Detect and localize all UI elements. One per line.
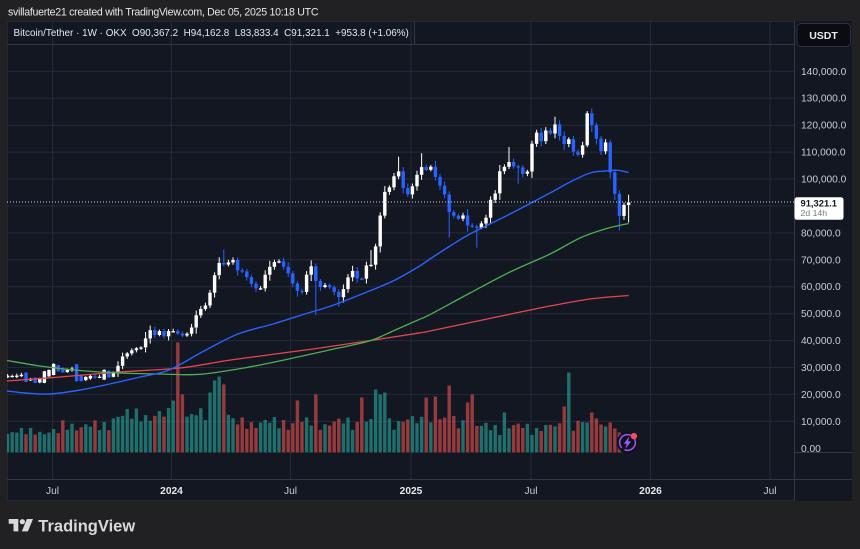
- svg-text:10,000.0: 10,000.0: [801, 417, 841, 428]
- svg-text:2025: 2025: [400, 486, 423, 497]
- svg-text:100,000.0: 100,000.0: [801, 175, 847, 186]
- svg-text:110,000.0: 110,000.0: [801, 148, 846, 159]
- svg-text:40,000.0: 40,000.0: [801, 336, 841, 347]
- svg-text:70,000.0: 70,000.0: [801, 255, 841, 266]
- svg-text:30,000.0: 30,000.0: [801, 363, 841, 374]
- svg-text:svillafuerte21 created with Tr: svillafuerte21 created with TradingView.…: [8, 7, 319, 19]
- svg-text:2026: 2026: [639, 486, 662, 497]
- svg-text:50,000.0: 50,000.0: [801, 309, 841, 320]
- svg-text:130,000.0: 130,000.0: [801, 94, 847, 105]
- svg-text:60,000.0: 60,000.0: [801, 282, 841, 293]
- svg-text:Jul: Jul: [284, 486, 297, 497]
- svg-text:2024: 2024: [160, 486, 183, 497]
- svg-text:120,000.0: 120,000.0: [801, 121, 847, 132]
- svg-text:140,000.0: 140,000.0: [801, 67, 847, 78]
- svg-text:2d 14h: 2d 14h: [801, 208, 828, 218]
- svg-text:Jul: Jul: [46, 486, 59, 497]
- svg-text:Jul: Jul: [763, 486, 776, 497]
- svg-text:80,000.0: 80,000.0: [801, 228, 841, 239]
- svg-text:Bitcoin/Tether · 1W · OKX O90: Bitcoin/Tether · 1W · OKX O90,367.2 H94,…: [14, 28, 409, 39]
- svg-text:0.00: 0.00: [801, 444, 821, 455]
- svg-text:Jul: Jul: [524, 486, 537, 497]
- svg-text:USDT: USDT: [809, 30, 838, 42]
- svg-text:91,321.1: 91,321.1: [801, 198, 838, 209]
- svg-text:20,000.0: 20,000.0: [801, 390, 841, 401]
- svg-text:TradingView: TradingView: [38, 517, 135, 535]
